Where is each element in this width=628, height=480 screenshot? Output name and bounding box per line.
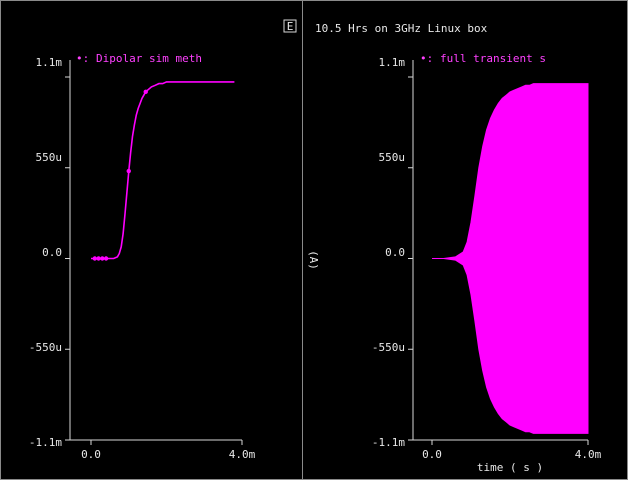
right-y-tick-label-1: 1.1m [379, 56, 406, 69]
left-y-tick-label-3: 0.0 [42, 246, 62, 259]
dipolar-sim-marker-6 [143, 89, 148, 95]
dipolar-sim-marker-4 [103, 256, 109, 261]
dipolar-sim-marker-1 [92, 256, 97, 261]
dipolar-sim-trace [91, 81, 235, 260]
full-transient-envelope [432, 83, 589, 434]
left-series-group [91, 81, 235, 261]
right-x-tick-label-end: 4.0m [575, 448, 602, 461]
dipolar-sim-marker-3 [100, 256, 105, 261]
right-plot: 1.1m 550u 0.0 -550u -1.1m 0.0 4.0m time … [307, 52, 602, 474]
right-y-axis-label: (A) [307, 250, 320, 270]
dipolar-sim-marker-2 [96, 256, 101, 261]
right-y-tick-marks [408, 76, 413, 441]
left-plot: 1.1m 550u 0.0 -550u -1.1m 0.0 4.0m •: Di… [29, 52, 256, 461]
right-x-tick-marks [431, 440, 589, 445]
left-y-tick-label-4: -550u [29, 341, 62, 354]
right-legend-marker: •: [420, 52, 433, 65]
left-y-tick-label-5: -1.1m [29, 436, 62, 449]
left-x-tick-label-start: 0.0 [81, 448, 101, 461]
right-series-group [432, 83, 589, 434]
right-legend-label[interactable]: full transient s [440, 52, 546, 65]
left-y-tick-label-2: 550u [36, 151, 63, 164]
right-y-tick-label-3: 0.0 [385, 246, 405, 259]
right-y-tick-label-5: -1.1m [372, 436, 405, 449]
left-y-tick-marks [65, 76, 70, 441]
left-legend-label[interactable]: Dipolar sim meth [96, 52, 202, 65]
run-time-note: 10.5 Hrs on 3GHz Linux box [315, 22, 488, 35]
left-x-tick-marks [90, 440, 243, 445]
dipolar-sim-marker-5 [126, 168, 131, 174]
right-x-axis-label: time ( s ) [477, 461, 543, 474]
left-legend-marker: •: [76, 52, 89, 65]
left-y-tick-label-1: 1.1m [36, 56, 63, 69]
right-y-tick-label-4: -550u [372, 341, 405, 354]
left-x-tick-label-end: 4.0m [229, 448, 256, 461]
right-x-tick-label-start: 0.0 [422, 448, 442, 461]
panel-corner-glyph: E [287, 20, 294, 33]
panel-corner-box[interactable] [283, 19, 297, 33]
right-y-tick-label-2: 550u [379, 151, 406, 164]
